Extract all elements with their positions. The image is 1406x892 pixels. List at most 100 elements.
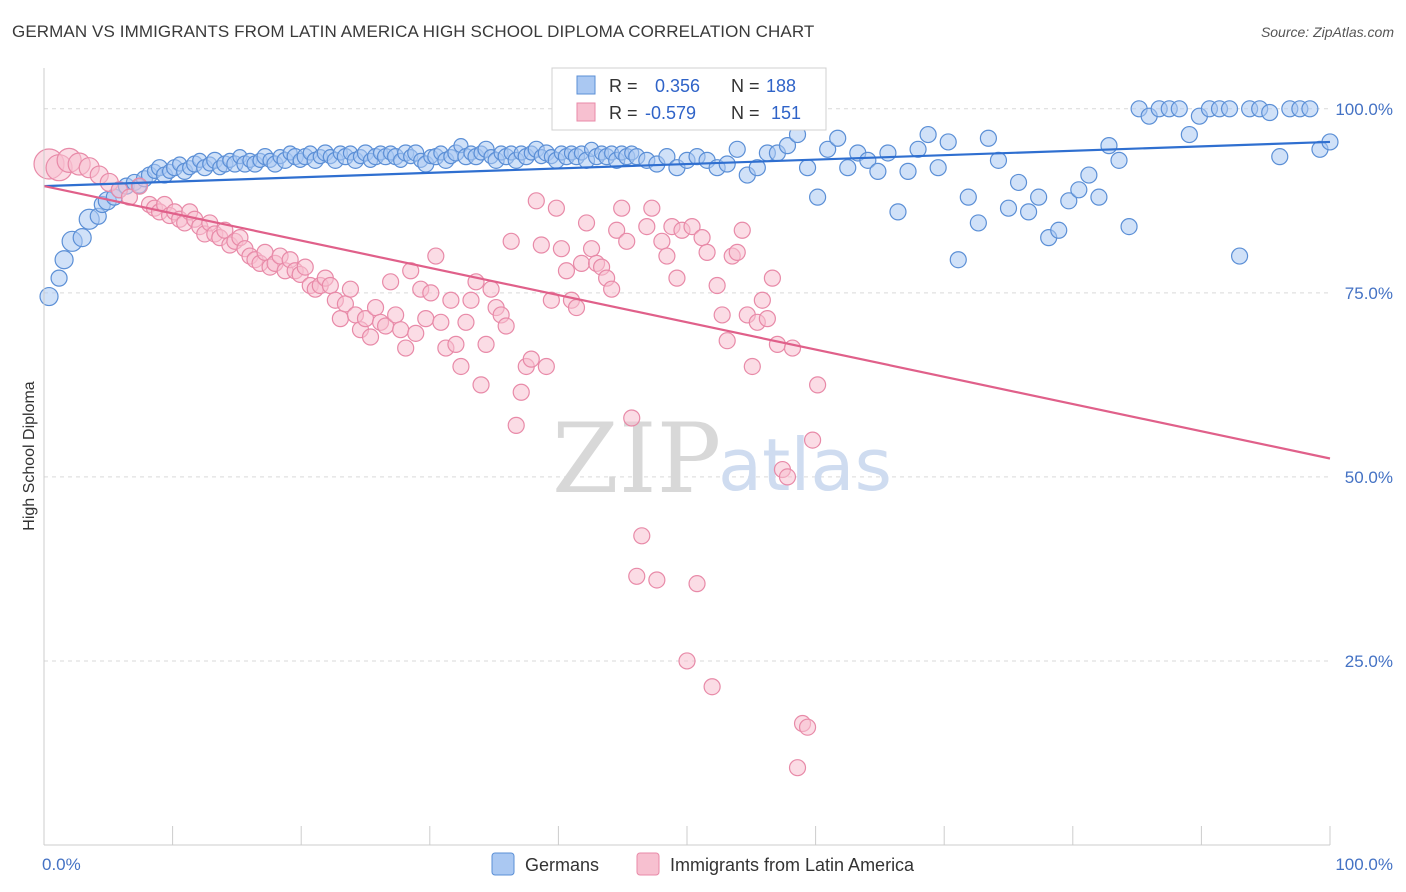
data-point-germans-155	[1060, 192, 1078, 210]
data-point-germans-154	[1050, 221, 1068, 239]
data-point-latin-america-55	[366, 298, 385, 317]
legend-label-germans: Germans	[525, 855, 599, 875]
data-point-germans-1	[50, 269, 68, 287]
data-point-latin-america-54	[361, 328, 380, 346]
data-point-germans-146	[969, 214, 987, 232]
stats-r-label-latin-america: R =	[609, 103, 638, 123]
y-tick-label-2: 50.0%	[1345, 468, 1393, 487]
stats-swatch-latin-america	[576, 102, 596, 122]
data-point-latin-america-122	[703, 678, 721, 696]
data-point-latin-america-73	[457, 313, 475, 331]
y-tick-labels: 100.0% 75.0% 50.0% 25.0%	[1335, 100, 1393, 671]
data-point-latin-america-130	[743, 357, 761, 376]
chart-source: Source: ZipAtlas.com	[1260, 24, 1394, 40]
data-point-germans-138	[889, 203, 907, 221]
data-point-germans-151	[1019, 203, 1038, 221]
data-point-latin-america-132	[753, 291, 771, 309]
data-point-latin-america-115	[668, 269, 686, 287]
data-point-germans-122	[728, 140, 746, 158]
data-point-germans-131	[819, 140, 837, 158]
data-point-latin-america-58	[382, 273, 400, 291]
data-point-latin-america-68	[432, 313, 450, 331]
data-point-latin-america-67	[427, 247, 445, 265]
data-point-latin-america-139	[788, 759, 807, 777]
data-point-germans-145	[959, 188, 977, 206]
data-point-latin-america-82	[502, 232, 520, 250]
stats-box: R = 0.356 N = 188 R = -0.579 N = 151	[551, 67, 827, 131]
data-point-germans-152	[1030, 188, 1048, 206]
data-point-latin-america-83	[507, 416, 525, 434]
data-point-latin-america-81	[497, 317, 515, 335]
data-point-germans-137	[879, 144, 897, 162]
axes	[43, 68, 1331, 846]
data-point-latin-america-102	[603, 280, 621, 298]
data-point-latin-america-117	[678, 652, 696, 670]
data-point-germans-159	[1100, 137, 1118, 155]
data-point-latin-america-142	[803, 431, 822, 449]
data-point-germans-133	[839, 159, 857, 177]
data-point-latin-america-118	[683, 218, 701, 236]
stats-r-value-latin-america: -0.579	[645, 103, 696, 123]
data-point-latin-america-70	[442, 291, 460, 309]
data-point-germans-2	[54, 250, 74, 270]
data-point-germans-144	[949, 251, 967, 269]
watermark: ZIP atlas	[552, 403, 892, 515]
x-tick-label-0: 0.0%	[42, 855, 81, 874]
data-point-latin-america-141	[798, 718, 817, 736]
data-point-germans-171	[1220, 100, 1239, 118]
data-point-germans-158	[1090, 188, 1108, 206]
y-tick-label-1: 75.0%	[1345, 284, 1393, 303]
data-point-latin-america-121	[698, 243, 716, 261]
y-tick-label-0: 100.0%	[1335, 100, 1393, 119]
data-point-latin-america-137	[778, 468, 797, 486]
data-point-latin-america-134	[763, 269, 781, 287]
data-point-germans-179	[1301, 100, 1319, 118]
data-point-germans-148	[989, 151, 1008, 169]
data-point-germans-4	[72, 228, 92, 248]
data-point-germans-156	[1070, 181, 1088, 199]
data-point-germans-0	[39, 286, 59, 307]
legend: Germans Immigrants from Latin America	[491, 852, 915, 876]
data-point-latin-america-88	[532, 236, 550, 254]
x-tick-labels: 0.0% 100.0%	[42, 855, 1393, 874]
data-point-germans-139	[899, 162, 917, 180]
data-point-latin-america-59	[387, 306, 405, 324]
trend-line-latin-america	[43, 185, 1331, 460]
y-axis-title: High School Diploma	[21, 381, 38, 531]
stats-n-label-germans: N =	[731, 76, 760, 96]
data-point-latin-america-87	[527, 192, 545, 210]
data-point-germans-141	[919, 125, 937, 144]
data-point-latin-america-111	[648, 571, 666, 589]
data-point-latin-america-97	[577, 214, 596, 232]
data-point-germans-166	[1170, 100, 1188, 118]
data-point-latin-america-95	[567, 298, 586, 317]
data-point-latin-america-109	[638, 218, 656, 236]
data-point-latin-america-110	[643, 199, 661, 217]
data-point-germans-167	[1180, 125, 1198, 144]
stats-n-value-latin-america: 151	[771, 103, 801, 123]
data-point-latin-america-90	[542, 291, 560, 309]
y-tick-label-3: 25.0%	[1345, 652, 1393, 671]
data-point-latin-america-120	[693, 229, 711, 247]
data-point-germans-160	[1110, 151, 1128, 169]
data-point-latin-america-125	[718, 332, 736, 350]
stats-r-label-germans: R =	[609, 76, 638, 96]
data-point-latin-america-135	[768, 335, 787, 353]
data-point-germans-150	[1009, 173, 1028, 192]
data-point-latin-america-98	[582, 240, 601, 258]
data-point-germans-135	[859, 151, 877, 169]
data-point-germans-124	[748, 159, 766, 177]
stats-swatch-germans	[576, 75, 596, 95]
data-point-latin-america-71	[447, 335, 465, 353]
data-point-latin-america-128	[733, 221, 751, 239]
data-point-latin-america-108	[633, 527, 651, 545]
data-point-germans-147	[979, 129, 998, 147]
data-point-germans-157	[1080, 166, 1098, 184]
data-point-latin-america-103	[608, 221, 626, 239]
series-latin-america-points	[33, 147, 827, 777]
stats-n-label-latin-america: N =	[731, 103, 760, 123]
data-point-latin-america-104	[613, 199, 631, 217]
data-point-germans-176	[1271, 148, 1289, 166]
data-point-germans-132	[829, 129, 847, 147]
data-point-latin-america-92	[552, 240, 571, 258]
